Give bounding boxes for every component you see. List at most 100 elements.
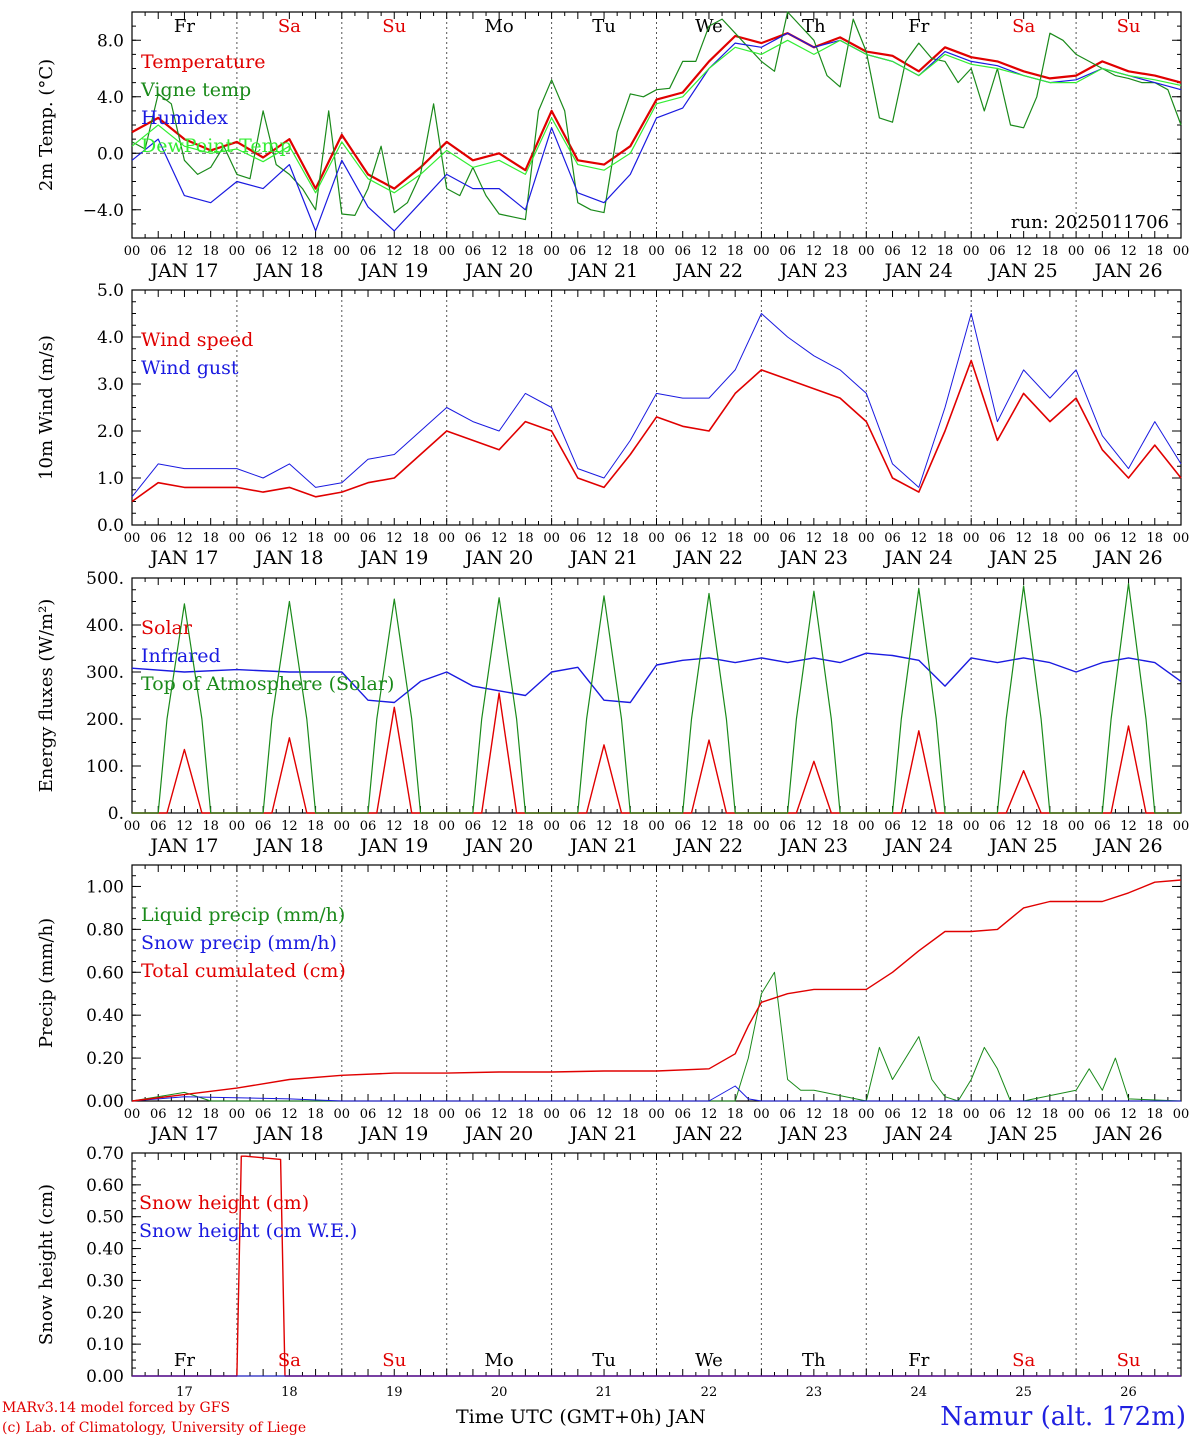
date-label: JAN 26	[1092, 835, 1162, 857]
hour-label: 18	[1147, 244, 1164, 259]
hour-label: 18	[517, 244, 534, 259]
hour-label: 00	[858, 819, 875, 834]
hour-label: 18	[307, 531, 324, 546]
hour-label: 06	[360, 244, 377, 259]
hour-label: 00	[648, 1107, 665, 1122]
hour-label: 06	[255, 531, 272, 546]
series-line	[131, 32, 1182, 232]
legend-entry: Temperature	[141, 51, 265, 73]
date-label: JAN 23	[778, 547, 848, 569]
hour-label: 18	[202, 1107, 219, 1122]
hour-label: 00	[229, 819, 246, 834]
hour-label: 18	[727, 244, 744, 259]
legend-entry: Wind speed	[141, 329, 253, 351]
hour-label: 06	[884, 819, 901, 834]
day-number-label: 18	[281, 1385, 298, 1400]
y-tick-label: 0.30	[86, 1271, 124, 1291]
hour-label: 12	[1120, 819, 1137, 834]
y-tick-label: 5.0	[97, 281, 124, 301]
hour-label: 00	[124, 531, 141, 546]
hour-label: 12	[281, 244, 298, 259]
hour-label: 06	[989, 531, 1006, 546]
hour-label: 00	[334, 531, 351, 546]
day-of-week-label: Th	[802, 16, 826, 37]
day-of-week-label: Sa	[278, 16, 301, 37]
date-label: JAN 22	[673, 835, 743, 857]
y-axis-title: Energy fluxes (W/m²)	[36, 599, 57, 793]
hour-label: 06	[674, 819, 691, 834]
hour-label: 00	[963, 819, 980, 834]
hour-label: 00	[438, 244, 455, 259]
day-of-week-label: Su	[382, 16, 406, 37]
date-label: JAN 18	[253, 260, 323, 282]
date-label: JAN 20	[463, 1123, 533, 1145]
lab-credit: (c) Lab. of Climatology, University of L…	[2, 1420, 307, 1436]
day-of-week-label: Fr	[908, 1350, 929, 1371]
hour-label: 00	[753, 1107, 770, 1122]
hour-label: 00	[648, 531, 665, 546]
hour-label: 12	[701, 531, 718, 546]
hour-label: 18	[622, 531, 639, 546]
date-label: JAN 20	[463, 547, 533, 569]
hour-label: 12	[386, 819, 403, 834]
hour-label: 00	[1068, 819, 1085, 834]
hour-label: 18	[202, 244, 219, 259]
hour-label: 06	[570, 244, 587, 259]
hour-label: 06	[674, 1107, 691, 1122]
hour-label: 12	[1015, 531, 1032, 546]
hour-label: 12	[386, 1107, 403, 1122]
hour-label: 18	[832, 244, 849, 259]
y-tick-label: 100.	[86, 757, 124, 777]
hour-label: 00	[124, 244, 141, 259]
day-of-week-label: Sa	[1012, 1350, 1035, 1371]
hour-label: 00	[963, 1107, 980, 1122]
panel-4: 0.00 0.20 0.40 0.60 0.80 1.00 Precip (mm/h) 00 0…	[36, 864, 1189, 1145]
hour-label: 00	[229, 244, 246, 259]
hour-label: 12	[596, 531, 613, 546]
y-tick-label: 0.10	[86, 1335, 124, 1355]
hour-label: 00	[753, 819, 770, 834]
y-tick-label: 0.60	[86, 1176, 124, 1196]
hour-label: 18	[727, 1107, 744, 1122]
date-label: JAN 24	[883, 835, 953, 857]
y-tick-label: 0.70	[86, 1144, 124, 1164]
hour-label: 06	[150, 244, 167, 259]
hour-label: 18	[832, 819, 849, 834]
hour-label: 18	[937, 819, 954, 834]
y-tick-label: 0.0	[97, 144, 124, 164]
hour-label: 18	[1042, 1107, 1059, 1122]
hour-label: 00	[648, 244, 665, 259]
hour-label: 06	[779, 531, 796, 546]
hour-label: 00	[334, 1107, 351, 1122]
series-line	[131, 11, 1182, 221]
hour-label: 00	[438, 819, 455, 834]
hour-label: 12	[176, 819, 193, 834]
hour-label: 12	[386, 531, 403, 546]
day-of-week-label: Fr	[174, 16, 195, 37]
hour-label: 06	[1094, 531, 1111, 546]
hour-label: 06	[360, 819, 377, 834]
hour-label: 12	[491, 1107, 508, 1122]
hour-label: 06	[1094, 244, 1111, 259]
day-number-label: 25	[1015, 1385, 1032, 1400]
day-number-label: 21	[596, 1385, 613, 1400]
hour-label: 00	[229, 531, 246, 546]
hour-label: 18	[622, 819, 639, 834]
hour-label: 18	[1042, 244, 1059, 259]
legend-entry: Vigne temp	[140, 79, 251, 101]
date-label: JAN 20	[463, 260, 533, 282]
hour-label: 06	[570, 819, 587, 834]
day-of-week-label: Su	[382, 1350, 406, 1371]
day-number-label: 24	[910, 1385, 927, 1400]
y-tick-label: 4.0	[97, 328, 124, 348]
hour-label: 18	[202, 531, 219, 546]
date-label: JAN 18	[253, 1123, 323, 1145]
hour-label: 06	[465, 1107, 482, 1122]
hour-label: 00	[543, 531, 560, 546]
panel-2: 0.0 1.0 2.0 3.0 4.0 5.0 10m Wind (m/s) 00 06 12 18…	[36, 281, 1189, 569]
series-line	[131, 879, 1182, 1102]
hour-label: 12	[281, 531, 298, 546]
hour-label: 00	[229, 1107, 246, 1122]
hour-label: 18	[727, 531, 744, 546]
hour-label: 18	[517, 531, 534, 546]
